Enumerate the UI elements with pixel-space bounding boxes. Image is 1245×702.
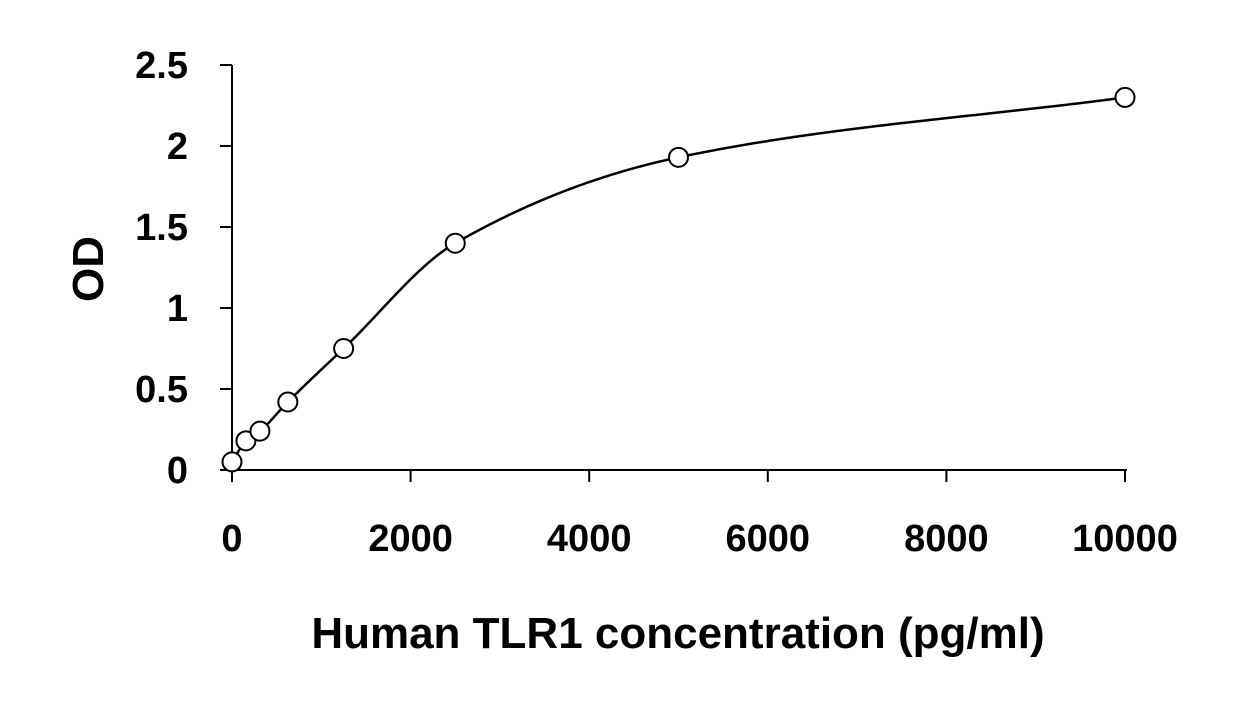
data-point: [221, 451, 243, 473]
data-point: [277, 391, 299, 413]
axes: [231, 65, 1127, 471]
ticks: 0 0.5 1 1.5 2 2.5 0 2000 4000 6000 8000 10000: [135, 45, 1178, 560]
y-tick-label: 0: [167, 450, 188, 492]
x-tick-label: 0: [221, 518, 242, 560]
x-tick-label: 8000: [904, 518, 989, 560]
y-tick-label: 1: [167, 288, 188, 330]
x-tick-label: 4000: [547, 518, 632, 560]
x-tick-label: 6000: [726, 518, 811, 560]
x-axis-title: Human TLR1 concentration (pg/ml): [311, 609, 1044, 658]
y-tick-label: 2.5: [135, 45, 188, 87]
x-tick-label: 10000: [1072, 518, 1178, 560]
x-tick-label: 2000: [368, 518, 453, 560]
data-point: [333, 338, 355, 359]
data-point: [249, 420, 271, 442]
y-tick-label: 2: [167, 126, 188, 168]
data-point: [1114, 86, 1136, 108]
y-tick-label: 1.5: [135, 207, 188, 249]
data-points-layer: [221, 86, 1136, 473]
y-tick-label: 0.5: [135, 369, 188, 411]
data-point: [444, 232, 466, 254]
data-point: [668, 146, 689, 168]
y-axis-title: OD: [64, 236, 113, 302]
data-point: [235, 430, 257, 452]
